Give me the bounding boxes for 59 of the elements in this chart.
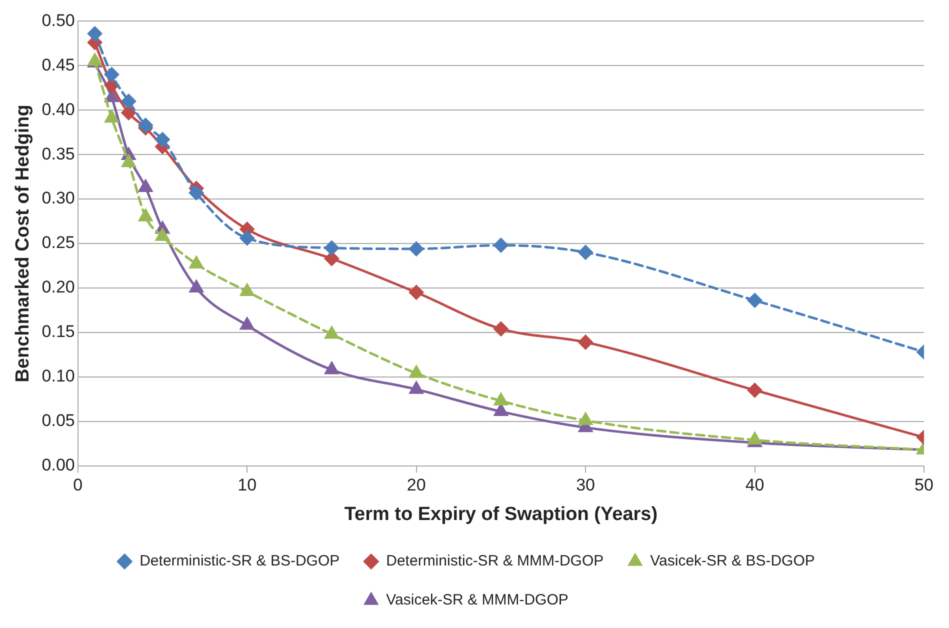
point (189, 186, 204, 200)
point (156, 228, 170, 241)
point (104, 110, 119, 123)
point (494, 322, 508, 336)
point (748, 432, 762, 445)
point (121, 94, 136, 108)
y-tick-label: 0.45 (42, 55, 75, 74)
y-tick-label: 0.25 (42, 233, 75, 252)
y-tick-label: 0.30 (42, 188, 75, 208)
point (578, 245, 593, 260)
point (324, 362, 339, 374)
y-tick-label: 0.35 (42, 144, 75, 164)
y-axis-title: Benchmarked Cost of Hedging (12, 104, 34, 382)
point (324, 251, 339, 266)
point (240, 284, 254, 296)
y-tick-label: 0.05 (42, 411, 75, 430)
y-tick-label: 0.50 (42, 10, 75, 30)
point (138, 118, 153, 132)
point (409, 285, 424, 300)
point (494, 404, 508, 416)
point (578, 334, 593, 350)
y-tick-label: 0.40 (42, 100, 75, 119)
x-tick-label: 20 (406, 476, 426, 495)
y-tick-label: 0.15 (42, 322, 75, 342)
point (121, 106, 136, 120)
point (748, 293, 762, 308)
legend-label: Deterministic-SR & MMM-DGOP (386, 552, 604, 570)
point (155, 132, 170, 147)
point (138, 180, 152, 192)
point (494, 393, 508, 406)
point (409, 366, 424, 378)
point (189, 280, 204, 292)
point (104, 90, 119, 102)
legend-label: Vasicek-SR & MMM-DGOP (386, 592, 568, 609)
point (122, 154, 136, 168)
x-tick-label: 0 (73, 476, 83, 495)
x-tick-label: 30 (576, 476, 596, 495)
legend-label: Vasicek-SR & BS-DGOP (650, 552, 815, 570)
x-tick-label: 10 (238, 476, 257, 495)
point (240, 318, 254, 330)
point (324, 326, 339, 339)
x-axis-title: Term to Expiry of Swaption (Years) (344, 504, 658, 525)
point (409, 382, 424, 394)
point (189, 256, 204, 268)
point (138, 209, 152, 222)
x-tick-label: 50 (914, 476, 934, 495)
x-tick-label: 40 (745, 476, 764, 495)
point (748, 382, 762, 398)
point (88, 26, 102, 41)
point (240, 230, 254, 246)
y-tick-label: 0.20 (42, 278, 75, 297)
y-tick-label: 0.00 (42, 455, 75, 474)
legend-label: Deterministic-SR & BS-DGOP (140, 552, 340, 570)
point (409, 242, 424, 256)
y-tick-label: 0.10 (42, 366, 75, 386)
point (578, 412, 592, 425)
point (104, 67, 119, 82)
point (494, 238, 508, 253)
point (324, 240, 339, 256)
